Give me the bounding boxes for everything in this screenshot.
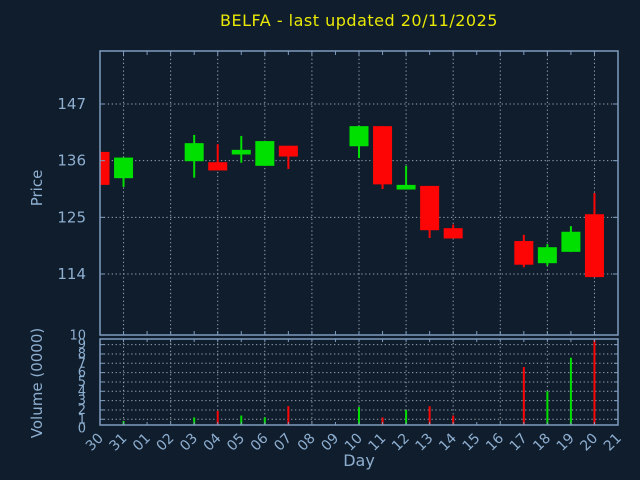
svg-text:17: 17 [507, 431, 531, 455]
svg-text:30: 30 [83, 431, 107, 455]
candles-layer [100, 126, 604, 278]
svg-text:15: 15 [460, 431, 484, 455]
candle-day-18 [537, 247, 557, 264]
svg-text:19: 19 [554, 431, 578, 455]
svg-text:18: 18 [530, 431, 554, 455]
svg-text:0: 0 [78, 422, 86, 437]
candle-day-10 [349, 126, 369, 147]
volume-bars-layer [122, 339, 596, 425]
svg-text:05: 05 [224, 431, 248, 455]
svg-text:12: 12 [389, 431, 413, 455]
candle-day-20 [584, 214, 604, 278]
chart-title: BELFA - last updated 20/11/2025 [220, 11, 498, 30]
svg-text:125: 125 [57, 208, 86, 226]
svg-text:7: 7 [78, 356, 86, 371]
svg-text:20: 20 [577, 431, 601, 455]
svg-text:147: 147 [57, 95, 86, 113]
svg-text:07: 07 [271, 431, 295, 455]
svg-text:136: 136 [57, 152, 86, 170]
candle-day-12 [396, 184, 416, 190]
svg-text:16: 16 [483, 430, 507, 454]
candle-day-30 [100, 151, 110, 185]
svg-text:04: 04 [201, 430, 225, 454]
axes-layer [99, 50, 619, 426]
svg-text:02: 02 [154, 431, 178, 455]
svg-text:03: 03 [177, 431, 201, 455]
svg-text:2: 2 [78, 403, 86, 418]
candle-day-04 [208, 162, 228, 171]
svg-text:31: 31 [106, 431, 130, 455]
candle-day-31 [114, 157, 134, 179]
svg-text:114: 114 [57, 265, 86, 283]
svg-text:14: 14 [436, 430, 460, 454]
svg-text:3: 3 [78, 394, 86, 409]
svg-text:4: 4 [78, 384, 86, 399]
candle-day-06 [255, 141, 275, 166]
svg-text:13: 13 [413, 431, 437, 455]
candle-day-11 [373, 126, 393, 185]
gridlines [100, 51, 618, 425]
svg-text:06: 06 [248, 430, 272, 454]
svg-text:9: 9 [78, 338, 86, 353]
svg-text:08: 08 [295, 431, 319, 455]
candle-day-14 [443, 228, 463, 239]
svg-text:01: 01 [130, 431, 154, 455]
svg-text:09: 09 [318, 431, 342, 455]
candle-day-05 [231, 149, 251, 155]
day-axis-label: Day [343, 451, 375, 470]
svg-text:5: 5 [78, 375, 86, 390]
svg-text:1: 1 [78, 412, 86, 427]
candle-day-13 [420, 185, 440, 231]
svg-text:21: 21 [601, 431, 625, 455]
svg-text:10: 10 [342, 431, 366, 455]
candle-day-07 [278, 145, 298, 157]
candle-day-03 [184, 143, 204, 162]
svg-text:6: 6 [78, 366, 86, 381]
svg-text:8: 8 [78, 347, 86, 362]
svg-text:11: 11 [365, 431, 389, 455]
candle-day-19 [561, 231, 581, 252]
candle-day-17 [514, 241, 534, 265]
svg-text:10: 10 [69, 328, 86, 343]
